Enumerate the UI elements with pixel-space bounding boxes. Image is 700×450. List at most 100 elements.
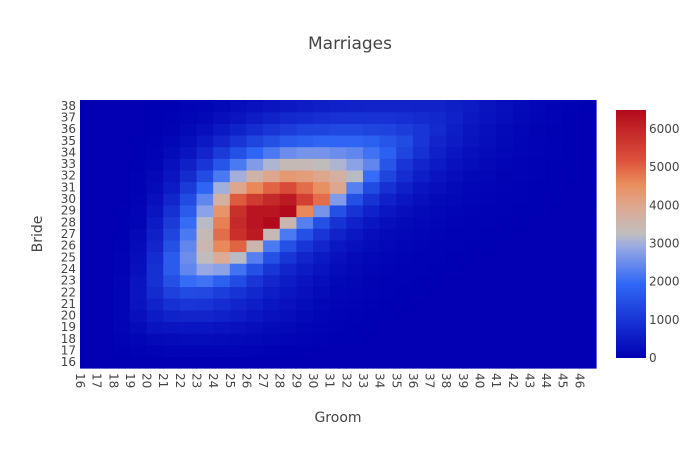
heatmap-cell <box>229 100 248 113</box>
heatmap-cell <box>446 228 464 241</box>
heatmap-cell <box>146 309 164 322</box>
heatmap-cell <box>113 309 131 322</box>
heatmap-cell <box>279 356 297 369</box>
x-tick-label: 29 <box>289 373 303 388</box>
y-tick-label: 25 <box>61 250 76 264</box>
heatmap-cell <box>512 228 531 241</box>
heatmap-cell <box>429 251 447 264</box>
y-tick-label: 17 <box>61 344 76 358</box>
heatmap-cell <box>279 333 297 346</box>
heatmap-cell <box>113 146 131 159</box>
heatmap-cell <box>446 169 464 183</box>
heatmap-cell <box>396 356 414 369</box>
heatmap-cell <box>129 274 148 288</box>
heatmap-cell <box>80 181 98 194</box>
heatmap-cell <box>579 333 597 346</box>
heatmap-cell <box>179 263 198 276</box>
heatmap-cell <box>512 216 531 229</box>
heatmap-cell <box>179 286 198 299</box>
heatmap-cell <box>462 344 481 357</box>
heatmap-cell <box>462 263 481 276</box>
heatmap-cell <box>362 216 381 229</box>
heatmap-cell <box>129 123 148 136</box>
heatmap-cell <box>246 123 264 136</box>
heatmap-cell <box>113 181 131 194</box>
y-tick-label: 32 <box>61 169 76 183</box>
heatmap-cell <box>479 146 497 159</box>
heatmap-cell <box>113 134 131 148</box>
heatmap-cell <box>346 251 364 264</box>
heatmap-cell <box>80 158 98 171</box>
colorbar-tick-label: 5000 <box>649 160 680 174</box>
heatmap-cell <box>279 169 297 183</box>
heatmap-cell <box>246 344 264 357</box>
heatmap-cell <box>479 169 497 183</box>
heatmap-cell <box>346 100 364 113</box>
heatmap-cell <box>96 146 114 159</box>
heatmap-cell <box>362 204 381 218</box>
heatmap-cell <box>396 263 414 276</box>
colorbar <box>616 110 646 358</box>
heatmap-cell <box>313 146 331 159</box>
heatmap-cell <box>263 146 281 159</box>
heatmap-cell <box>396 228 414 241</box>
heatmap-cell <box>179 169 198 183</box>
heatmap-cell <box>229 321 248 334</box>
heatmap-cell <box>446 158 464 171</box>
heatmap-cell <box>562 158 580 171</box>
heatmap-cell <box>496 309 514 322</box>
heatmap-cell <box>512 169 531 183</box>
heatmap-cell <box>96 111 114 124</box>
heatmap-cell <box>562 181 580 194</box>
heatmap-cell <box>296 263 314 276</box>
heatmap-cell <box>263 344 281 357</box>
heatmap-cell <box>529 356 547 369</box>
heatmap-cell <box>279 158 297 171</box>
heatmap-cell <box>446 146 464 159</box>
heatmap-cell <box>263 309 281 322</box>
heatmap-cell <box>196 333 214 346</box>
heatmap-cell <box>496 216 514 229</box>
chart-title: Marriages <box>308 34 392 54</box>
heatmap-cell <box>296 344 314 357</box>
x-tick-label: 37 <box>423 373 437 388</box>
heatmap-cell <box>396 158 414 171</box>
heatmap-cell <box>562 216 580 229</box>
heatmap-cell <box>429 228 447 241</box>
heatmap-cell <box>246 239 264 253</box>
heatmap-cell <box>346 298 364 311</box>
heatmap-cell <box>96 286 114 299</box>
heatmap-cell <box>263 239 281 253</box>
x-tick-label: 19 <box>123 373 137 388</box>
heatmap-cell <box>329 181 347 194</box>
heatmap-cell <box>379 169 397 183</box>
heatmap-cell <box>579 263 597 276</box>
heatmap-cell <box>429 181 447 194</box>
heatmap-cell <box>512 204 531 218</box>
heatmap-cell <box>279 111 297 124</box>
heatmap-cell <box>313 239 331 253</box>
heatmap-cell <box>263 134 281 148</box>
heatmap-cell <box>379 321 397 334</box>
heatmap-cell <box>496 274 514 288</box>
heatmap-cell <box>80 123 98 136</box>
heatmap-cell <box>346 216 364 229</box>
heatmap-cell <box>229 239 248 253</box>
y-axis-ticks: 1617181920212223242526272829303132333435… <box>61 99 76 369</box>
heatmap-cell <box>196 146 214 159</box>
heatmap-cell <box>362 251 381 264</box>
heatmap-cell <box>579 344 597 357</box>
heatmap-cell <box>163 356 181 369</box>
heatmap-cell <box>246 274 264 288</box>
heatmap-cell <box>329 333 347 346</box>
heatmap-cell <box>579 286 597 299</box>
y-tick-label: 20 <box>61 309 76 323</box>
heatmap-cell <box>379 158 397 171</box>
heatmap-cell <box>313 123 331 136</box>
heatmap-cell <box>379 333 397 346</box>
heatmap-cell <box>113 228 131 241</box>
heatmap-cell <box>296 333 314 346</box>
heatmap-cell <box>512 333 531 346</box>
y-tick-label: 33 <box>61 157 76 171</box>
